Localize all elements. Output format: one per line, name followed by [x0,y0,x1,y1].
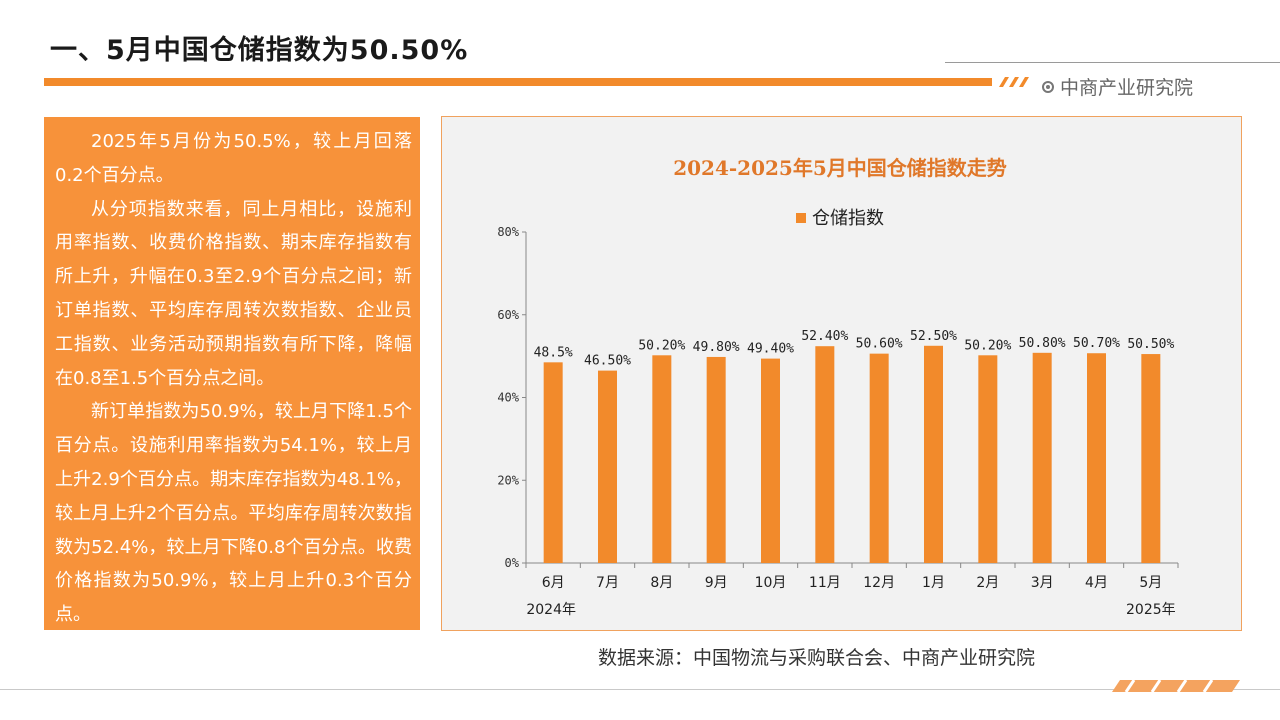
data-label: 50.80% [1019,336,1066,351]
footer-stripes-decoration [1112,680,1240,692]
summary-panel: 2025年5月份为50.5%，较上月回落0.2个百分点。 从分项指数来看，同上月… [44,117,420,630]
bar [815,346,835,563]
summary-paragraph-3: 新订单指数为50.9%，较上月下降1.5个百分点。设施利用率指数为54.1%，较… [55,401,412,626]
summary-paragraph-1: 2025年5月份为50.5%，较上月回落0.2个百分点。 [55,131,412,186]
bar [652,355,672,563]
x-tick-label: 10月 [755,575,787,591]
x-tick-label: 4月 [1085,575,1108,591]
x-tick-label: 3月 [1031,575,1054,591]
bar [598,370,617,563]
bar [869,353,889,563]
data-label: 52.50% [910,329,957,344]
bar [978,355,998,563]
data-label: 50.20% [964,338,1011,353]
bar [1032,352,1052,563]
brand-logo-icon [1042,80,1054,93]
data-label: 52.40% [801,329,848,344]
chart-container: 2024-2025年5月中国仓储指数走势仓储指数 0% 20% 40% 60% 80% 48… [441,116,1242,631]
x-tick-label: 6月 [542,575,565,591]
bar [1087,353,1106,563]
x-tick-label: 8月 [650,575,673,591]
year-label-start: 2024年 [526,602,576,618]
bar [706,356,726,563]
x-tick-label: 1月 [922,575,945,591]
x-tick-label: 11月 [809,575,841,591]
summary-paragraph-2: 从分项指数来看，同上月相比，设施利用率指数、收费价格指数、期末库存指数有所上升，… [55,198,412,389]
data-label: 49.40% [747,342,794,357]
x-tick-label: 7月 [596,575,619,591]
bar [761,358,780,563]
year-label-end: 2025年 [1126,602,1176,618]
data-label: 50.20% [638,338,685,353]
data-source: 数据来源：中国物流与采购联合会、中商产业研究院 [598,647,1036,669]
y-tick-label: 60% [497,308,519,322]
footer-divider [0,689,1280,690]
data-label: 50.60% [856,337,903,352]
brand-name: 中商产业研究院 [1060,77,1194,99]
page-title: 一、5月中国仓储指数为50.50% [50,35,469,66]
y-tick-label: 0% [505,556,520,570]
brand: 中商产业研究院 [1042,73,1193,100]
header-divider [945,62,1280,63]
y-tick-label: 80% [497,225,519,239]
bar [543,362,563,563]
y-tick-label: 40% [497,391,519,405]
x-tick-label: 2月 [976,575,999,591]
bar [1141,354,1161,563]
data-label: 46.50% [584,354,631,369]
legend-label: 仓储指数 [812,208,884,229]
data-label: 49.80% [693,340,740,355]
x-tick-label: 5月 [1139,575,1162,591]
legend-swatch [796,213,806,223]
x-tick-label: 12月 [863,575,895,591]
bar [924,345,943,563]
data-label: 48.5% [534,345,573,360]
stripes-decoration [999,77,1029,87]
data-label: 50.70% [1073,336,1120,351]
x-tick-label: 9月 [705,575,728,591]
data-label: 50.50% [1127,337,1174,352]
y-tick-label: 20% [497,473,519,487]
chart-title: 2024-2025年5月中国仓储指数走势 [673,156,1007,180]
title-accent-bar [44,78,992,86]
